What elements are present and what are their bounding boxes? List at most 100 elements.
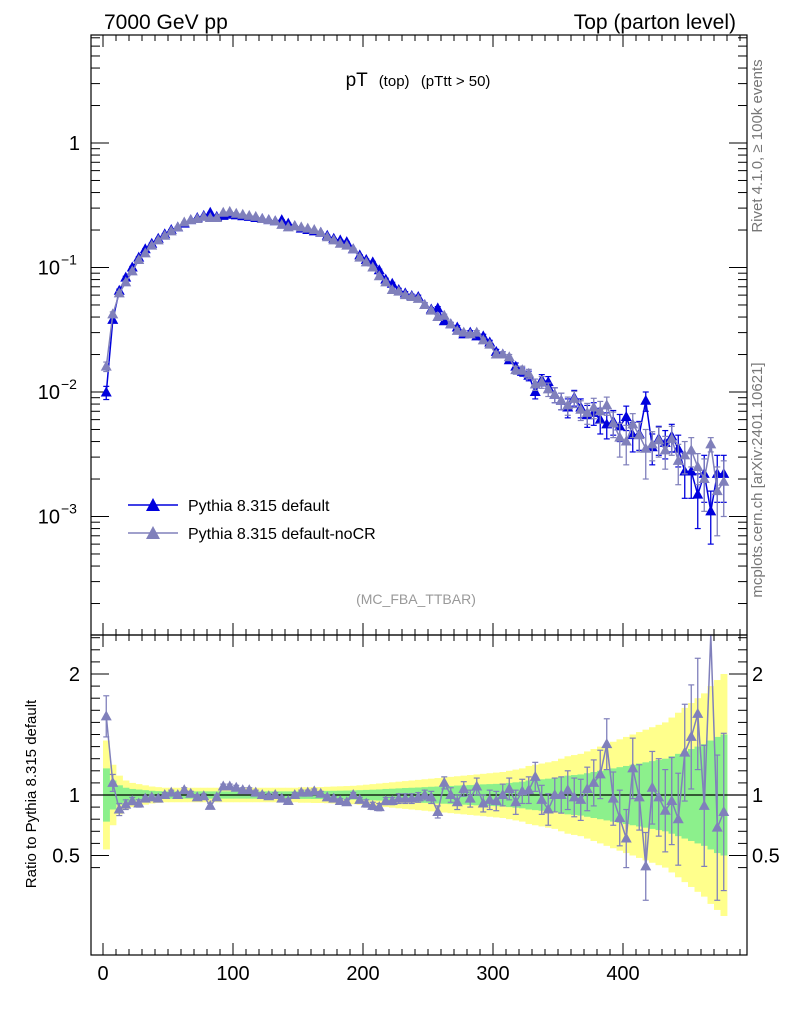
data-point-nocr — [471, 326, 483, 337]
ratio-point-nocr — [230, 781, 242, 792]
data-point-nocr — [633, 429, 645, 440]
data-point-nocr — [146, 239, 158, 250]
ratio-point-nocr — [146, 791, 158, 802]
data-point-nocr — [562, 399, 574, 410]
main-y-tick-label: 1 — [69, 133, 80, 155]
main-panel: 110−110−210−3 pT (top) (pTtt > 50) Pythi… — [38, 34, 748, 636]
ratio-series — [100, 634, 730, 901]
ratio-point-nocr — [250, 786, 262, 797]
ratio-point-nocr — [360, 797, 372, 808]
data-point-nocr — [497, 348, 509, 359]
ratio-frame — [90, 634, 748, 956]
ratio-point-nocr — [152, 792, 164, 803]
data-point-nocr — [438, 309, 450, 320]
title-sub1: (top) — [379, 73, 410, 90]
ratio-point-nocr — [659, 804, 671, 815]
data-point-nocr — [523, 367, 535, 378]
legend-label-nocr: Pythia 8.315 default-noCR — [188, 526, 376, 543]
data-point-nocr — [315, 226, 327, 237]
data-point-nocr — [698, 473, 710, 484]
data-point-nocr — [679, 449, 691, 460]
data-point-nocr — [653, 434, 665, 445]
ratio-point-nocr — [451, 796, 463, 807]
main-y-tick-label: 10 — [38, 382, 60, 404]
ratio-point-nocr — [646, 781, 658, 792]
ratio-point-nocr — [334, 795, 346, 806]
ratio-point-nocr — [588, 776, 600, 787]
data-point-default — [685, 465, 697, 476]
main-y-tick-label: 10 — [38, 507, 60, 529]
data-point-nocr — [542, 383, 554, 394]
ratio-point-nocr — [523, 784, 535, 795]
data-point-nocr — [685, 444, 697, 455]
title-sub2: (pTtt > 50) — [421, 73, 491, 90]
ratio-point-nocr — [185, 787, 197, 798]
data-point-nocr — [126, 265, 138, 276]
data-point-nocr — [334, 237, 346, 248]
ratio-point-nocr — [620, 832, 632, 843]
data-point-nocr — [295, 221, 307, 232]
data-point-nocr — [568, 392, 580, 403]
data-point-nocr — [646, 438, 658, 449]
ratio-point-nocr — [458, 782, 470, 793]
data-point-nocr — [640, 442, 652, 453]
data-point-nocr — [107, 308, 119, 319]
ratio-point-nocr — [484, 793, 496, 804]
ratio-point-nocr — [107, 776, 119, 787]
data-point-nocr — [230, 207, 242, 218]
data-point-nocr — [627, 418, 639, 429]
ratio-y-tick-label-right: 0.5 — [752, 846, 780, 868]
ratio-point-nocr — [373, 801, 385, 812]
ratio-point-nocr — [555, 789, 567, 799]
data-point-nocr — [159, 229, 171, 240]
x-tick-label: 400 — [606, 963, 639, 985]
ratio-point-nocr — [536, 793, 548, 804]
ratio-point-nocr — [601, 738, 613, 749]
ratio-point-nocr — [568, 791, 580, 802]
data-point-default — [640, 394, 652, 405]
ratio-point-nocr — [133, 797, 145, 808]
data-point-nocr — [549, 388, 561, 399]
series-nocr — [100, 205, 730, 537]
legend-label-default: Pythia 8.315 default — [188, 498, 330, 515]
ratio-point-nocr — [672, 813, 684, 824]
data-point-nocr — [367, 261, 379, 272]
ratio-point-nocr — [471, 780, 483, 791]
data-point-nocr — [341, 239, 353, 250]
main-y-tick-label: 10 — [38, 258, 60, 280]
data-point-nocr — [666, 432, 678, 443]
ratio-point-nocr — [269, 789, 281, 799]
main-series — [100, 205, 730, 545]
ratio-point-nocr — [282, 795, 294, 806]
ratio-point-nocr — [640, 860, 652, 871]
data-point-nocr — [133, 253, 145, 264]
data-point-default — [100, 386, 112, 397]
data-point-nocr — [198, 210, 210, 221]
data-point-nocr — [594, 405, 606, 416]
data-point-nocr — [373, 270, 385, 281]
data-point-nocr — [211, 211, 223, 222]
ratio-point-nocr — [204, 799, 216, 810]
data-point-nocr — [386, 283, 398, 294]
ratio-point-nocr — [698, 799, 710, 810]
ratio-point-nocr — [503, 782, 515, 793]
data-point-nocr — [289, 220, 301, 231]
data-point-nocr — [237, 208, 249, 219]
data-point-default — [432, 302, 444, 313]
ratio-point-nocr — [614, 811, 626, 822]
data-point-nocr — [536, 376, 548, 387]
ratio-point-nocr — [315, 787, 327, 798]
ratio-y-tick-label: 0.5 — [52, 846, 80, 868]
data-point-nocr — [503, 351, 515, 362]
ratio-point-nocr — [497, 789, 509, 799]
ratio-y-tick-label: 1 — [69, 785, 80, 807]
x-tick-label: 300 — [476, 963, 509, 985]
data-point-nocr — [243, 209, 255, 220]
plot-title: pT (top) (pTtt > 50) — [346, 70, 491, 91]
ratio-y-tick-label: 2 — [69, 664, 80, 686]
data-point-nocr — [139, 247, 151, 258]
data-point-nocr — [588, 401, 600, 412]
ratio-point-nocr — [685, 730, 697, 741]
ratio-ticks: 2 2 1 1 0.5 0.5 0 100 200 300 400 — [52, 635, 780, 985]
data-point-nocr — [328, 234, 340, 245]
